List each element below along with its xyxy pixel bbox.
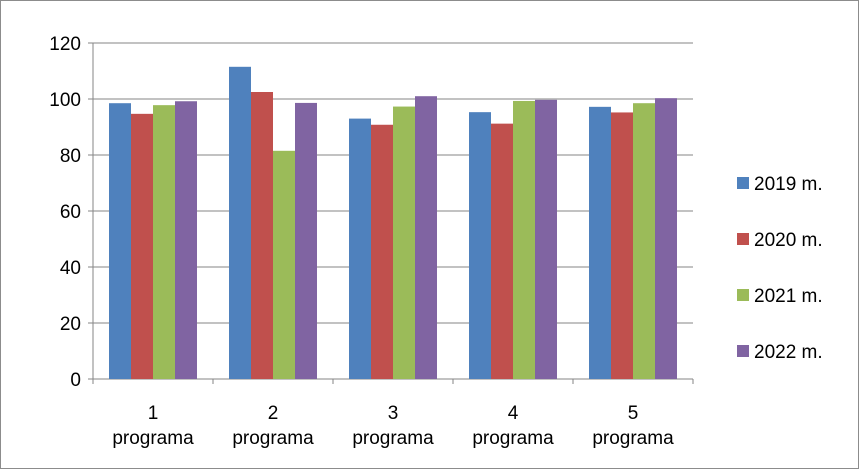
y-tick-label: 20 [60,314,81,335]
x-tick-label: programa [592,428,674,449]
bar [131,113,153,379]
bar [229,66,251,380]
bar [491,123,513,379]
bar [393,106,415,379]
bar [469,112,491,379]
bar [109,103,131,379]
bar [535,99,557,379]
bars [109,66,677,380]
bar [589,106,611,379]
x-tick-label: 4 [508,403,519,424]
y-tick-label: 100 [49,90,81,111]
bar [633,103,655,379]
bar [371,124,393,379]
legend: 2019 m. 2020 m. 2021 m. 2022 m. [737,174,823,363]
legend-label: 2021 m. [754,286,823,307]
bar [415,96,437,379]
bar [273,150,295,379]
bar [513,100,535,380]
y-tick-label: 0 [70,370,81,391]
tick-labels: 0 20 40 60 80 100 120 1 programa 2 programa 3 progra… [49,34,674,449]
y-tick-label: 80 [60,146,81,167]
legend-label: 2022 m. [754,342,823,363]
bar [153,105,175,379]
x-tick-label: programa [112,428,194,449]
legend-label: 2019 m. [754,174,823,195]
x-tick-label: 1 [148,403,159,424]
x-tick-label: 2 [268,403,279,424]
x-tick-label: programa [472,428,554,449]
x-tick-label: programa [232,428,314,449]
y-tick-label: 120 [49,34,81,55]
legend-swatch [737,177,749,189]
legend-label: 2020 m. [754,230,823,251]
legend-swatch [737,345,749,357]
y-tick-label: 60 [60,202,81,223]
x-tick-label: programa [352,428,434,449]
bar [295,102,317,380]
x-tick-label: 5 [628,403,639,424]
legend-swatch [737,289,749,301]
y-tick-label: 40 [60,258,81,279]
bar [655,98,677,379]
x-tick-label: 3 [388,403,399,424]
legend-swatch [737,233,749,245]
bar [175,101,197,380]
bar [611,112,633,379]
bar [251,92,273,379]
bar [349,118,371,379]
